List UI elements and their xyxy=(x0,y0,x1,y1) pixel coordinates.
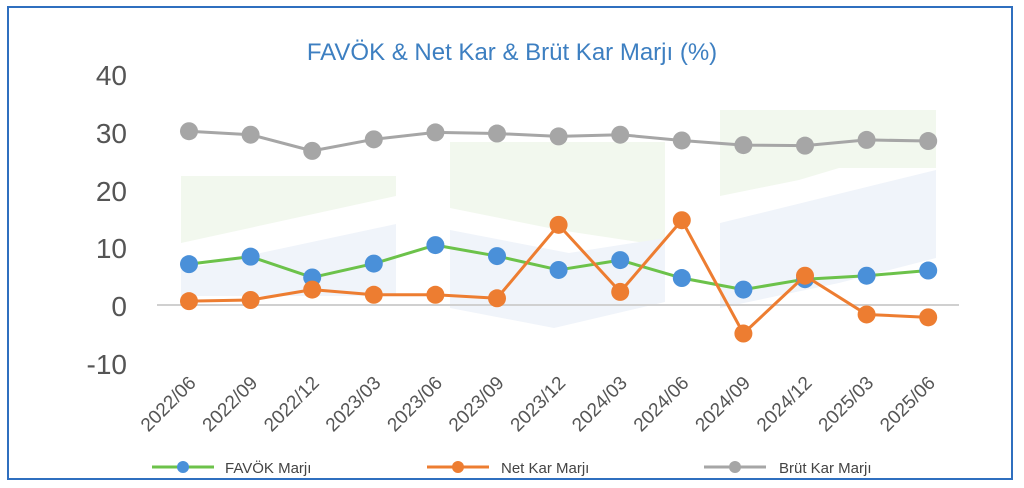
data-point xyxy=(611,282,630,301)
data-point xyxy=(241,290,260,309)
data-point xyxy=(303,141,322,160)
legend-label: Net Kar Marjı xyxy=(501,460,589,477)
y-tick-label: 10 xyxy=(96,233,127,264)
data-point xyxy=(426,123,445,142)
chart-frame: FAVÖK & Net Kar & Brüt Kar Marjı (%) 40 … xyxy=(7,6,1013,480)
data-point xyxy=(180,255,198,274)
data-point xyxy=(919,132,938,151)
data-point xyxy=(488,124,506,143)
legend-item-net-kar: Net Kar Marjı xyxy=(427,460,589,477)
data-point xyxy=(364,285,383,304)
legend-item-brut-kar: Brüt Kar Marjı xyxy=(704,460,872,477)
data-point xyxy=(364,130,383,149)
x-tick-label: 2025/03 xyxy=(815,373,878,436)
x-axis: 2022/062022/092022/122023/032023/062023/… xyxy=(137,373,940,436)
data-point xyxy=(364,254,383,273)
legend-item-favok: FAVÖK Marjı xyxy=(152,459,311,477)
chart-svg: FAVÖK & Net Kar & Brüt Kar Marjı (%) 40 … xyxy=(87,39,959,477)
x-tick-label: 2025/06 xyxy=(876,373,939,436)
y-tick-label: 40 xyxy=(96,60,127,91)
data-point xyxy=(426,236,445,255)
data-point xyxy=(488,289,506,308)
data-point xyxy=(180,292,198,311)
data-point xyxy=(796,136,814,155)
data-point xyxy=(488,247,506,266)
series-2 xyxy=(180,122,938,160)
y-axis: 40 30 20 10 0 -10 xyxy=(87,60,127,380)
legend-label: Brüt Kar Marjı xyxy=(779,460,872,477)
data-point xyxy=(734,136,753,155)
data-point xyxy=(241,125,260,144)
data-point xyxy=(857,305,876,324)
series-1 xyxy=(180,211,938,343)
chart-title: FAVÖK & Net Kar & Brüt Kar Marjı (%) xyxy=(307,39,717,66)
data-point xyxy=(549,127,568,146)
x-tick-label: 2023/09 xyxy=(445,373,508,436)
y-tick-label: 0 xyxy=(111,291,127,322)
x-tick-label: 2024/09 xyxy=(692,373,755,436)
legend-label: FAVÖK Marjı xyxy=(225,459,311,477)
data-point xyxy=(549,215,568,234)
data-point xyxy=(734,324,753,343)
x-tick-label: 2024/03 xyxy=(568,373,631,436)
data-point xyxy=(919,261,938,280)
x-tick-label: 2022/12 xyxy=(260,373,323,436)
data-point xyxy=(672,211,691,230)
legend: FAVÖK Marjı Net Kar Marjı Brüt Kar Marjı xyxy=(152,459,872,477)
x-tick-label: 2023/03 xyxy=(322,373,385,436)
data-point xyxy=(611,251,630,270)
data-point xyxy=(426,285,445,304)
y-tick-label: -10 xyxy=(87,349,127,380)
y-tick-label: 20 xyxy=(96,176,127,207)
y-tick-label: 30 xyxy=(96,118,127,149)
series-layer xyxy=(180,122,938,343)
data-point xyxy=(611,125,630,144)
data-point xyxy=(796,266,814,285)
data-point xyxy=(672,131,691,150)
data-point xyxy=(549,260,568,279)
data-point xyxy=(919,308,938,327)
x-tick-label: 2023/06 xyxy=(384,373,447,436)
x-tick-label: 2022/06 xyxy=(137,373,200,436)
x-tick-label: 2024/06 xyxy=(630,373,693,436)
x-tick-label: 2024/12 xyxy=(753,373,816,436)
data-point xyxy=(857,130,876,149)
data-point xyxy=(241,247,260,266)
data-point xyxy=(857,266,876,285)
data-point xyxy=(672,269,691,288)
data-point xyxy=(180,122,198,141)
x-tick-label: 2022/09 xyxy=(199,373,262,436)
data-point xyxy=(734,280,753,299)
x-tick-label: 2023/12 xyxy=(507,373,570,436)
data-point xyxy=(303,280,322,299)
